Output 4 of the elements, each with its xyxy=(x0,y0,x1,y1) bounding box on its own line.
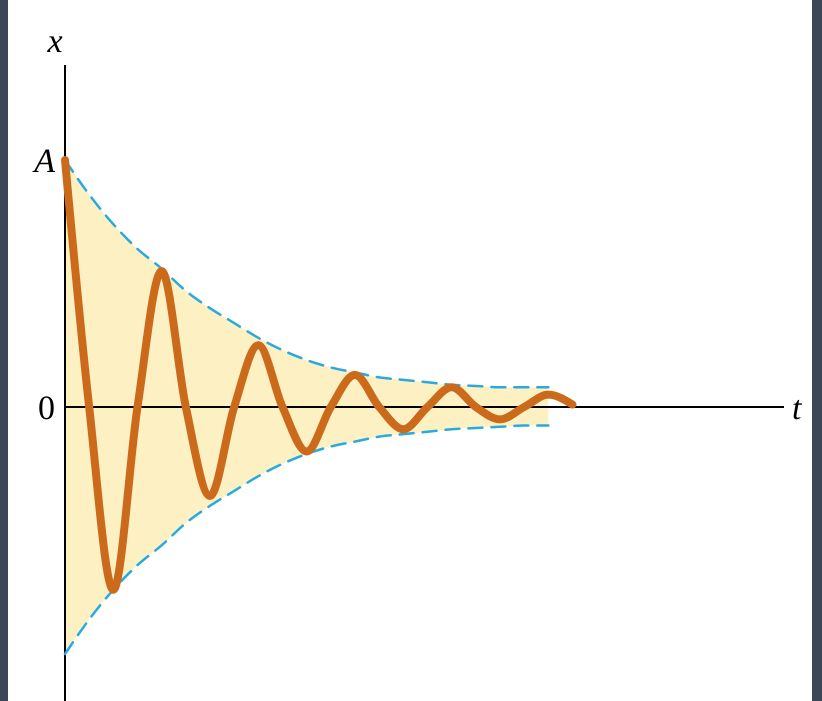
y-axis-title: x xyxy=(46,23,63,60)
x-axis-title: t xyxy=(792,390,803,427)
text: 0 xyxy=(38,390,55,427)
text: A xyxy=(32,143,56,180)
